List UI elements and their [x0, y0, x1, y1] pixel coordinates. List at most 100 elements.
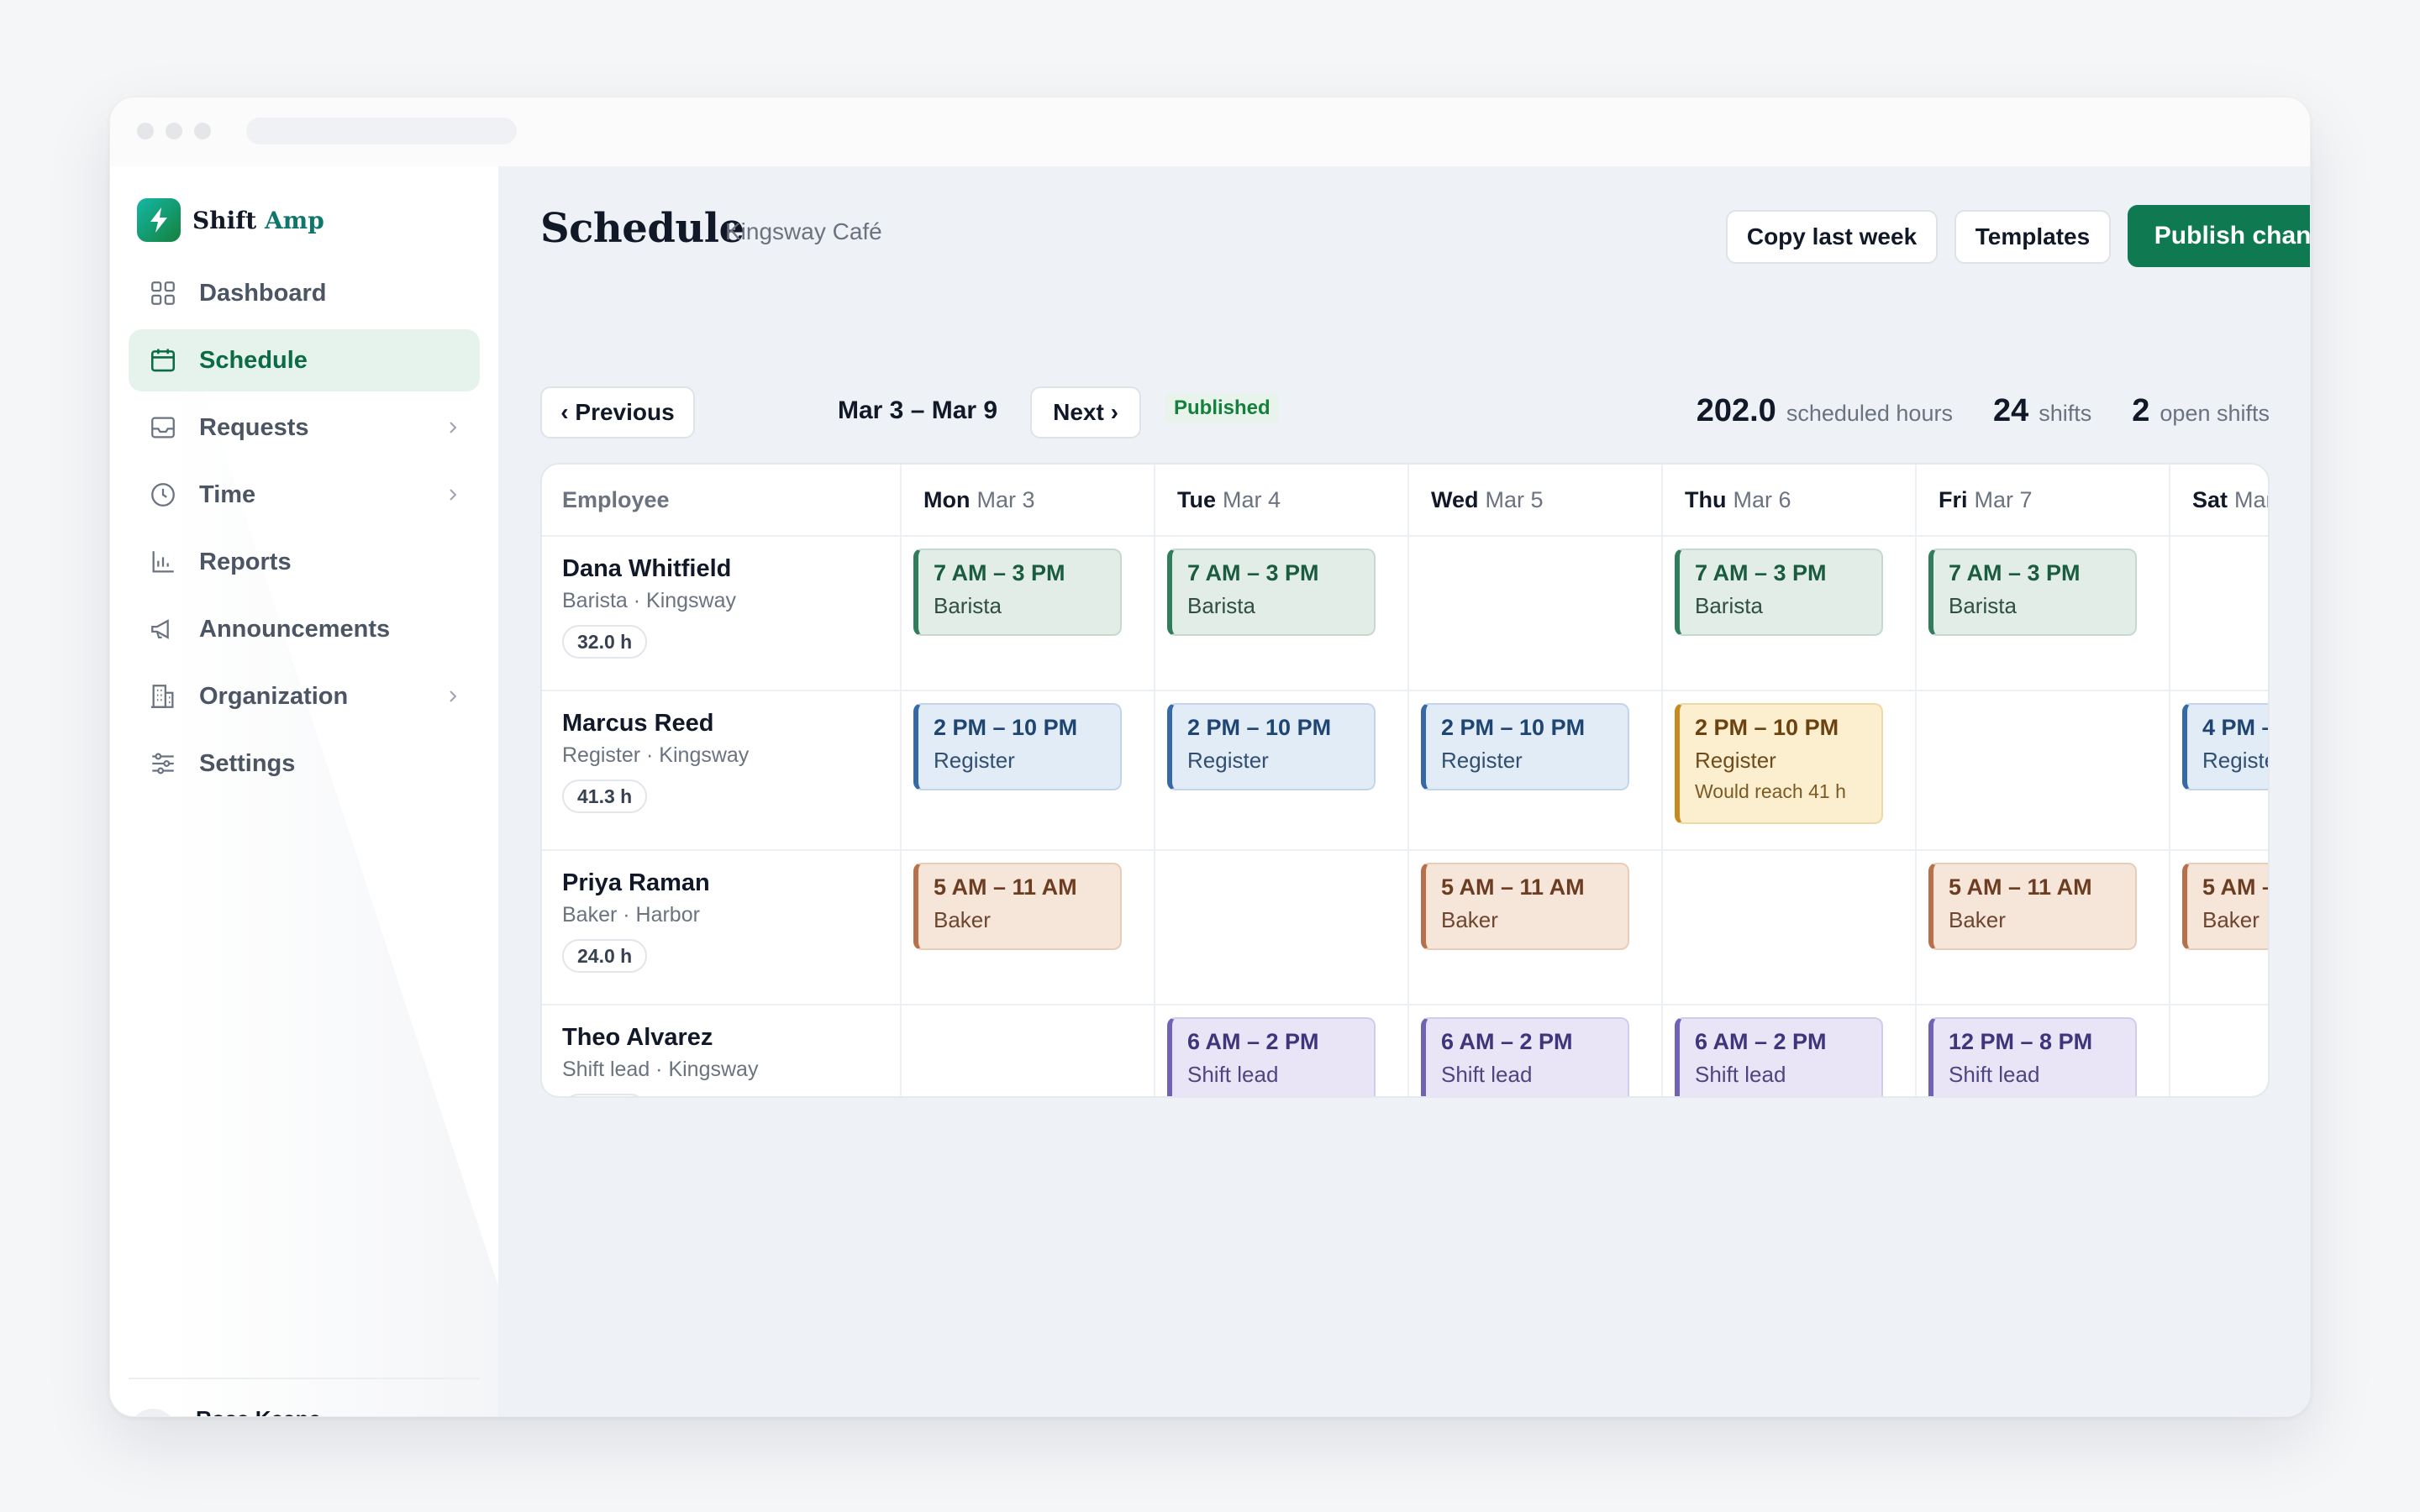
employee-name[interactable]: Marcus Reed	[562, 710, 714, 737]
shift-block[interactable]: 4 PM – 10 PM Register	[2182, 703, 2268, 790]
sidebar-item-organization[interactable]: Organization	[129, 665, 480, 727]
shift-block[interactable]: 2 PM – 10 PM Register Would reach 41 h	[1675, 703, 1883, 824]
schedule-cell[interactable]: 5 AM – 11 AM Baker	[1917, 851, 2170, 1005]
shift-role: Barista	[1187, 593, 1255, 618]
shift-time: 12 PM – 8 PM	[1949, 1029, 2093, 1054]
shift-block[interactable]: 6 AM – 2 PM Shift lead	[1167, 1017, 1376, 1096]
schedule-cell[interactable]: 2 PM – 10 PM Register Would reach 41 h	[1663, 691, 1917, 851]
shift-block[interactable]: 5 AM – 1 PM Baker	[2182, 863, 2268, 950]
shift-block[interactable]: 7 AM – 3 PM Barista	[913, 549, 1122, 636]
shift-block[interactable]: 2 PM – 10 PM Register	[913, 703, 1122, 790]
schedule-cell[interactable]	[902, 1005, 1155, 1096]
schedule-cell[interactable]: 5 AM – 11 AM Baker	[1409, 851, 1663, 1005]
schedule-cell[interactable]: 6 AM – 2 PM Shift lead	[1409, 1005, 1663, 1096]
address-bar[interactable]	[246, 118, 517, 144]
day-date: Mar 8	[2234, 486, 2270, 512]
employee-name[interactable]: Dana Whitfield	[562, 555, 732, 582]
window-zoom-dot[interactable]	[194, 123, 211, 139]
open-shifts-label: open shifts	[2160, 401, 2270, 426]
brand-logo[interactable]: Shift Amp	[137, 197, 324, 244]
shift-block[interactable]: 2 PM – 10 PM Register	[1421, 703, 1629, 790]
day-column-header: Wed Mar 5	[1409, 465, 1663, 537]
schedule-cell[interactable]	[1917, 691, 2170, 851]
copy-last-week-button[interactable]: Copy last week	[1726, 210, 1938, 264]
sidebar-item-label: Settings	[199, 749, 296, 777]
previous-week-button[interactable]: ‹ Previous	[540, 386, 695, 438]
schedule-cell[interactable]: 5 AM – 11 AM Baker	[902, 851, 1155, 1005]
shift-role: Barista	[1695, 593, 1763, 618]
shift-block[interactable]: 12 PM – 8 PM Shift lead	[1928, 1017, 2137, 1096]
schedule-cell[interactable]: 6 AM – 2 PM Shift lead	[1663, 1005, 1917, 1096]
schedule-cell[interactable]: 12 PM – 8 PM Shift lead	[1917, 1005, 2170, 1096]
shift-role: Register	[1187, 748, 1269, 773]
shift-role: Shift lead	[1441, 1062, 1533, 1087]
shift-block[interactable]: 6 AM – 2 PM Shift lead	[1421, 1017, 1629, 1096]
templates-button[interactable]: Templates	[1954, 210, 2111, 264]
schedule-cell[interactable]: 6 AM – 2 PM Shift lead	[1155, 1005, 1409, 1096]
shift-block[interactable]: 7 AM – 3 PM Barista	[1928, 549, 2137, 636]
schedule-cell[interactable]: 4 PM – 10 PM Register	[2170, 691, 2268, 851]
day-column-header: Fri Mar 7	[1917, 465, 2170, 537]
schedule-cell[interactable]: 7 AM – 3 PM Barista	[902, 537, 1155, 691]
status-badge: Published	[1165, 393, 1279, 423]
schedule-cell[interactable]	[1663, 851, 1917, 1005]
schedule-cell[interactable]	[1409, 537, 1663, 691]
shift-role: Barista	[934, 593, 1002, 618]
day-date: Mar 3	[976, 486, 1035, 512]
employee-name[interactable]: Priya Raman	[562, 869, 710, 896]
shift-role: Register	[1441, 748, 1523, 773]
shift-time: 6 AM – 2 PM	[1695, 1029, 1827, 1054]
shift-time: 7 AM – 3 PM	[1949, 560, 2081, 585]
shift-role: Register	[934, 748, 1015, 773]
shift-time: 5 AM – 1 PM	[2202, 874, 2268, 900]
schedule-cell[interactable]: 7 AM – 3 PM Barista	[1917, 537, 2170, 691]
sidebar-item-label: Schedule	[199, 346, 308, 374]
sidebar-item-reports[interactable]: Reports	[129, 531, 480, 593]
shift-time: 2 PM – 10 PM	[1441, 715, 1586, 740]
employee-role: Shift lead · Kingsway	[562, 1058, 759, 1081]
sidebar-item-label: Reports	[199, 548, 292, 575]
sidebar-nav: Dashboard Schedule Requests Time Reports Anno…	[129, 262, 480, 800]
shift-time: 2 PM – 10 PM	[934, 715, 1078, 740]
shift-block[interactable]: 7 AM – 3 PM Barista	[1167, 549, 1376, 636]
bar-chart-icon	[147, 546, 179, 578]
next-week-button[interactable]: Next ›	[1030, 386, 1141, 438]
sidebar-item-time[interactable]: Time	[129, 464, 480, 526]
shift-block[interactable]: 2 PM – 10 PM Register	[1167, 703, 1376, 790]
schedule-cell[interactable]: 2 PM – 10 PM Register	[1409, 691, 1663, 851]
schedule-cell[interactable]: 7 AM – 3 PM Barista	[1663, 537, 1917, 691]
open-shifts-value: 2	[2132, 393, 2150, 428]
schedule-cell[interactable]: 2 PM – 10 PM Register	[1155, 691, 1409, 851]
window-close-dot[interactable]	[137, 123, 154, 139]
sidebar-item-dashboard[interactable]: Dashboard	[129, 262, 480, 324]
shift-role: Shift lead	[1695, 1062, 1786, 1087]
shift-block[interactable]: 5 AM – 11 AM Baker	[913, 863, 1122, 950]
shift-block[interactable]: 5 AM – 11 AM Baker	[1421, 863, 1629, 950]
shift-block[interactable]: 6 AM – 2 PM Shift lead	[1675, 1017, 1883, 1096]
employee-hours-badge: 41.3 h	[562, 780, 648, 813]
schedule-cell[interactable]	[2170, 1005, 2268, 1096]
day-date: Mar 7	[1974, 486, 2033, 512]
schedule-cell[interactable]	[2170, 537, 2268, 691]
sidebar-item-announcements[interactable]: Announcements	[129, 598, 480, 660]
shift-time: 7 AM – 3 PM	[934, 560, 1065, 585]
publish-changes-button[interactable]: Publish changes	[2128, 205, 2310, 267]
schedule-cell[interactable]: 7 AM – 3 PM Barista	[1155, 537, 1409, 691]
user-name: Rosa Keane	[196, 1406, 362, 1416]
sidebar-item-settings[interactable]: Settings	[129, 732, 480, 795]
shift-block[interactable]: 7 AM – 3 PM Barista	[1675, 549, 1883, 636]
window-minimize-dot[interactable]	[166, 123, 182, 139]
schedule-cell[interactable]	[1155, 851, 1409, 1005]
schedule-cell[interactable]: 2 PM – 10 PM Register	[902, 691, 1155, 851]
employee-name[interactable]: Theo Alvarez	[562, 1024, 713, 1051]
employee-column-header: Employee	[542, 465, 902, 537]
schedule-cell[interactable]: 5 AM – 1 PM Baker	[2170, 851, 2268, 1005]
sidebar-item-requests[interactable]: Requests	[129, 396, 480, 459]
shift-time: 6 AM – 2 PM	[1187, 1029, 1319, 1054]
schedule-grid: Employee Mon Mar 3 Tue Mar 4 Wed Mar 5 Thu Mar 6…	[540, 463, 2270, 1098]
shift-role: Baker	[2202, 907, 2260, 932]
sidebar-item-schedule[interactable]: Schedule	[129, 329, 480, 391]
user-profile[interactable]: RK Rosa Keane Owner · 3 locations	[129, 1398, 480, 1416]
scheduled-hours-label: scheduled hours	[1786, 401, 1953, 426]
shift-block[interactable]: 5 AM – 11 AM Baker	[1928, 863, 2137, 950]
